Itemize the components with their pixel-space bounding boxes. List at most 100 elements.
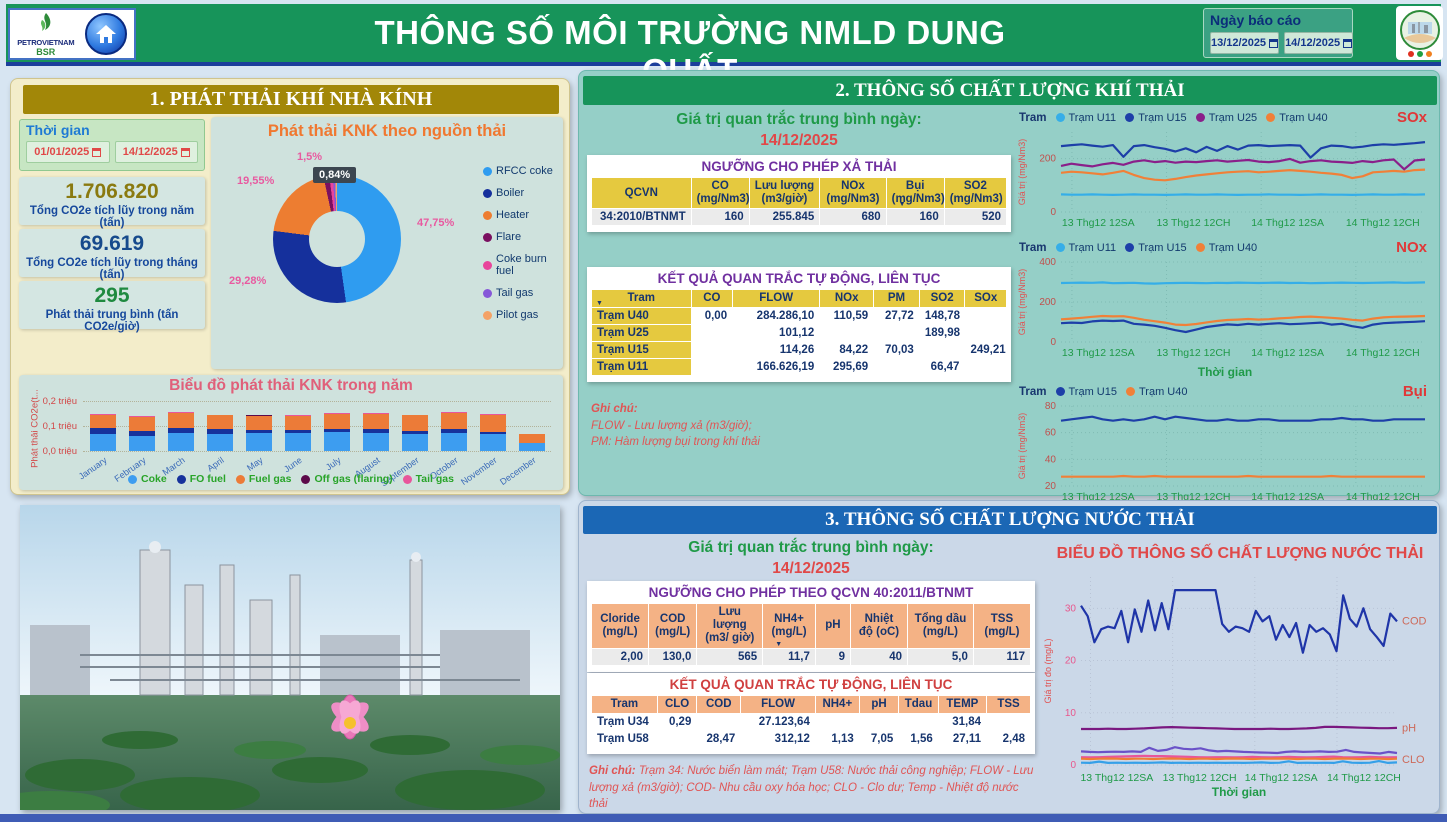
bar-month[interactable]: [362, 412, 389, 451]
column-header[interactable]: FLOW: [740, 694, 816, 715]
bar-month[interactable]: [167, 412, 194, 451]
legend-item[interactable]: Heater: [483, 209, 563, 221]
legend-label: FO fuel: [189, 473, 226, 485]
legend-item[interactable]: Tail gas: [483, 287, 563, 299]
bar-month[interactable]: [245, 414, 272, 451]
svg-text:13 Thg12 12SA: 13 Thg12 12SA: [1080, 772, 1153, 784]
svg-text:13 Thg12 12SA: 13 Thg12 12SA: [1062, 347, 1135, 359]
donut-callout: 47,75%: [417, 217, 455, 229]
table-cell: 130,0: [648, 647, 698, 666]
home-button[interactable]: [84, 13, 127, 55]
bar-month[interactable]: [518, 433, 545, 451]
column-header[interactable]: NH4+ (mg/L) ▼: [762, 603, 816, 649]
legend-item[interactable]: Fuel gas: [235, 473, 291, 485]
column-header[interactable]: QCVN: [591, 176, 692, 210]
kpi-label: Phát thải trung bình (tấn CO2e/giờ): [45, 309, 179, 333]
column-header[interactable]: Cloride (mg/L): [590, 603, 650, 649]
column-header[interactable]: Tổng dầu (mg/L): [907, 603, 974, 649]
table-cell: [986, 713, 1031, 732]
bar-month[interactable]: [401, 414, 428, 451]
bar-segment: [362, 432, 389, 451]
legend-dot: [483, 260, 492, 270]
petrovietnam-logo: PETROVIETNAM BSR: [17, 12, 75, 57]
legend-item[interactable]: Boiler: [483, 187, 563, 199]
column-header[interactable]: COD (mg/L): [648, 603, 698, 649]
legend-item[interactable]: FO fuel: [176, 473, 226, 485]
legend-item[interactable]: Trạm U15: [1125, 242, 1187, 254]
report-date-to[interactable]: 14/12/2025: [1284, 32, 1354, 54]
legend-item[interactable]: Trạm U40: [1266, 112, 1328, 124]
column-header[interactable]: TSS (mg/L): [972, 603, 1032, 649]
column-header[interactable]: NOx: [819, 288, 875, 309]
column-header[interactable]: Tram ▼: [591, 288, 692, 309]
column-header[interactable]: Tram: [591, 694, 658, 715]
series-Trạm U11: [1060, 193, 1426, 197]
table-cell: 160: [690, 208, 750, 227]
column-header[interactable]: pH: [814, 603, 851, 649]
legend-item[interactable]: Trạm U15: [1125, 112, 1187, 124]
legend-dot: [483, 188, 492, 198]
time-from[interactable]: 01/01/2025: [26, 141, 110, 163]
table-cell: 565: [696, 647, 764, 666]
column-header[interactable]: COD: [696, 694, 742, 715]
legend-item[interactable]: Flare: [483, 231, 563, 243]
legend-item[interactable]: Coke: [128, 473, 167, 485]
column-header[interactable]: Tdau: [898, 694, 939, 715]
column-header[interactable]: SO2 (mg/Nm3): [943, 176, 1008, 210]
column-header[interactable]: CO: [690, 288, 734, 309]
legend-item[interactable]: Trạm U15: [1055, 385, 1118, 398]
legend-item[interactable]: Trạm U40: [1195, 242, 1257, 254]
time-to[interactable]: 14/12/2025: [114, 141, 198, 163]
table-cell: 27,72: [873, 307, 920, 326]
report-date-from[interactable]: 13/12/2025: [1210, 32, 1280, 54]
legend-item[interactable]: Trạm U11: [1055, 112, 1116, 124]
legend-item[interactable]: Tail gas: [402, 473, 454, 485]
avg-label: Giá trị quan trắc trung bình ngày:: [676, 111, 922, 128]
donut-legend: RFCC coke Boiler Heater Flare Coke burn fuel…: [483, 165, 563, 321]
legend-item[interactable]: Trạm U11: [1055, 242, 1116, 254]
column-header[interactable]: SOx: [964, 288, 1007, 309]
donut-hole: [309, 211, 365, 267]
table-title: NGƯỠNG CHO PHÉP XẢ THẢI: [701, 159, 897, 174]
data-table: Tram CLO COD FLOW NH4+ pH Tdau TEMP TSS Trạm U34 0…: [591, 694, 1031, 749]
bar-segment: [284, 415, 311, 431]
bar-month[interactable]: [284, 415, 311, 451]
bar-month[interactable]: [206, 414, 233, 451]
legend-item[interactable]: Pilot gas: [483, 309, 563, 321]
calendar-icon: [180, 147, 190, 157]
column-header[interactable]: NH4+: [814, 694, 860, 715]
column-header[interactable]: Nhiệt độ (oC): [849, 603, 909, 649]
column-header[interactable]: Bụi (mg/Nm3) ▼: [885, 176, 945, 210]
legend-item[interactable]: Off gas (flaring): [301, 473, 393, 485]
column-header[interactable]: pH: [858, 694, 900, 715]
legend-item[interactable]: RFCC coke: [483, 165, 563, 177]
table-title: KẾT QUẢ QUAN TRẮC TỰ ĐỘNG, LIÊN TỤC: [657, 271, 941, 286]
column-header[interactable]: PM: [873, 288, 920, 309]
legend-item[interactable]: Trạm U25: [1195, 112, 1257, 124]
column-header[interactable]: Lưu lượng (m3/giờ): [748, 176, 821, 210]
table-cell: 2,00: [590, 647, 650, 666]
bar-month[interactable]: [323, 413, 350, 451]
bar-month[interactable]: [89, 414, 116, 451]
column-header[interactable]: CO (mg/Nm3): [690, 176, 750, 210]
column-header[interactable]: SO2: [918, 288, 966, 309]
column-header[interactable]: FLOW: [732, 288, 821, 309]
legend-item[interactable]: Trạm U40: [1126, 386, 1188, 398]
column-header[interactable]: TSS: [986, 694, 1031, 715]
column-header[interactable]: TEMP: [937, 694, 988, 715]
bar-month[interactable]: [128, 416, 155, 451]
column-header[interactable]: Lưu lượng (m3/ giờ): [696, 603, 764, 649]
table-row: Trạm U34 0,29 27.123,64 31,84: [591, 713, 1031, 732]
bar-segment: [518, 443, 545, 451]
legend-label: Trạm U15: [1138, 241, 1187, 254]
legend-item[interactable]: Coke burn fuel: [483, 253, 563, 277]
series-Trạm U25: [1060, 157, 1426, 171]
row-header-cell: Trạm U11: [591, 358, 692, 377]
column-header[interactable]: NOx (mg/Nm3): [819, 176, 887, 210]
bar-month[interactable]: [479, 413, 506, 451]
bar-month[interactable]: [440, 411, 467, 451]
column-header[interactable]: CLO: [656, 694, 698, 715]
legend-label: Trạm U15: [1068, 385, 1118, 398]
time-label: Thời gian: [26, 122, 90, 138]
bar-segment: [167, 412, 194, 414]
